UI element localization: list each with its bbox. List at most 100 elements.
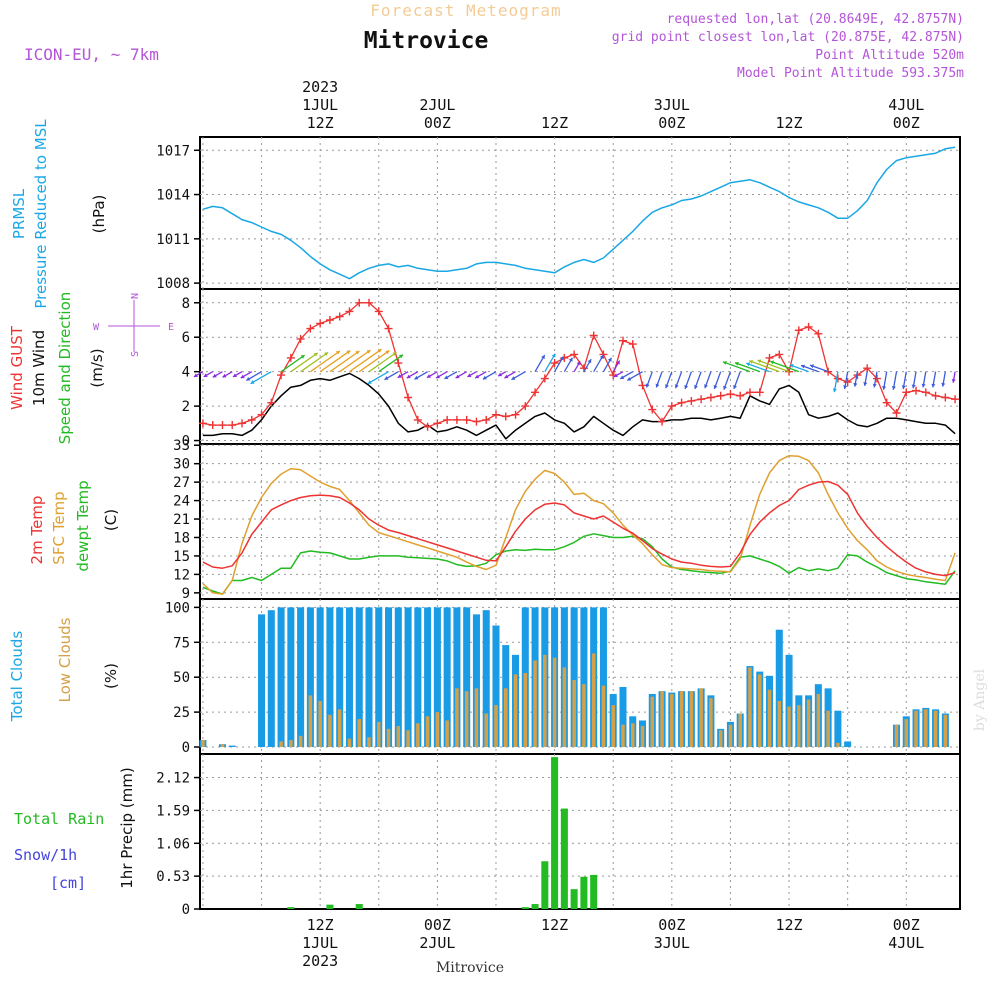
- gust-marker: [648, 405, 657, 414]
- gust-marker: [218, 421, 227, 430]
- wind-arrowhead: [384, 376, 389, 380]
- low-cloud-bar: [220, 744, 225, 748]
- low-cloud-bar: [455, 688, 459, 748]
- wind-arrowhead: [426, 374, 431, 378]
- y-tick-label: 9: [182, 586, 190, 602]
- total-cloud-bar: [433, 607, 441, 748]
- total-cloud-bar: [472, 614, 480, 748]
- low-cloud-bar: [328, 714, 332, 748]
- wind-arrow: [280, 354, 306, 373]
- y-tick-label: 1011: [156, 232, 190, 248]
- gust-marker: [238, 419, 247, 428]
- watermark: by Angel: [972, 668, 988, 731]
- y-tick-label: 0.53: [156, 869, 190, 885]
- wind-arrowhead: [467, 373, 472, 377]
- wind-10m-line: [202, 372, 956, 440]
- cloud-panel: [199, 607, 949, 748]
- total-cloud-bar: [570, 607, 578, 748]
- low-cloud-bar: [787, 706, 791, 748]
- low-cloud-bar: [464, 691, 469, 748]
- wind-10m-label: 10m Wind: [30, 330, 48, 406]
- wind-arrowhead: [599, 355, 604, 360]
- low-cloud-bar: [337, 709, 342, 748]
- y-tick-label: 27: [173, 475, 190, 491]
- temp-unit: (C): [102, 509, 120, 531]
- wind-arrowhead: [723, 385, 727, 390]
- wind-arrowhead: [694, 385, 698, 389]
- wind-arrowhead: [587, 359, 592, 364]
- wind-arrowhead: [482, 375, 487, 380]
- gust-marker: [511, 410, 520, 419]
- wind-arrowhead: [568, 357, 573, 362]
- low-cloud-bar: [621, 724, 625, 748]
- snow-label: Snow/1h: [14, 846, 77, 864]
- y-tick-label: 0: [182, 434, 190, 450]
- wind-arrowhead: [901, 385, 906, 389]
- total-cloud-bar: [385, 607, 393, 748]
- y-tick-label: 6: [182, 330, 190, 346]
- sfc-temp-line: [202, 454, 956, 595]
- gust-marker: [745, 388, 754, 397]
- wind-arrow: [329, 350, 360, 373]
- wind-arrow: [757, 359, 790, 373]
- wind-arrow: [368, 351, 397, 373]
- low-cloud-bar: [709, 698, 713, 748]
- total-cloud-bar: [775, 629, 783, 748]
- y-tick-label: 100: [165, 600, 190, 616]
- top-time-label: 4JUL: [888, 96, 924, 114]
- gust-marker: [589, 331, 598, 340]
- low-cloud-bar: [611, 705, 615, 748]
- gust-marker: [355, 298, 364, 307]
- wind-arrow: [770, 360, 800, 373]
- location-title: Mitrovice: [364, 28, 489, 54]
- y-tick-label: 2: [182, 399, 190, 415]
- bottom-time-label: 00Z: [424, 916, 451, 934]
- low-cloud-bar: [416, 723, 420, 748]
- panel-frame: [199, 136, 961, 290]
- bottom-time-label: 4JUL: [888, 934, 924, 952]
- low-cloud-bar: [201, 740, 205, 748]
- snow-unit: [cm]: [50, 874, 86, 892]
- gust-marker: [257, 410, 266, 419]
- gust-marker: [501, 412, 510, 421]
- y-tick-label: 25: [173, 705, 190, 721]
- y-tick-label: 1.59: [156, 803, 190, 819]
- top-time-label: 2023: [302, 78, 338, 96]
- wind-arrowhead: [746, 362, 751, 367]
- wind-arrow: [367, 371, 389, 385]
- total-clouds-label: Total Clouds: [8, 631, 26, 723]
- gust-marker: [335, 312, 344, 321]
- dewpt-label: dewpt Temp: [74, 480, 92, 571]
- wind-arrowhead: [193, 373, 198, 377]
- low-cloud-bar: [894, 724, 899, 748]
- gust-marker: [374, 307, 383, 316]
- total-cloud-bar: [580, 607, 588, 748]
- gust-marker: [540, 374, 549, 383]
- wind-arrowhead: [355, 351, 360, 355]
- wind-arrowhead: [455, 374, 460, 379]
- wind-arrowhead: [921, 383, 926, 388]
- wind-arrowhead: [240, 374, 245, 379]
- rain-bar: [560, 808, 568, 909]
- low-cloud-bar: [377, 721, 381, 748]
- y-tick-label: 1017: [156, 143, 190, 159]
- top-time-label: 00Z: [424, 114, 451, 132]
- wind-arrowhead: [620, 375, 625, 379]
- subtitle: Forecast Meteogram: [370, 1, 561, 20]
- gust-marker: [716, 391, 725, 400]
- gust-marker: [794, 326, 803, 335]
- low-cloud-bar: [748, 667, 752, 748]
- gust-marker: [833, 374, 842, 383]
- low-cloud-bar: [699, 688, 703, 748]
- total-cloud-bar: [306, 607, 314, 748]
- model-label: ICON-EU, ~ 7km: [24, 45, 159, 64]
- total-cloud-bar: [834, 710, 842, 748]
- pressure-label-prmsl: PRMSL: [10, 188, 28, 239]
- total-cloud-bar: [355, 607, 363, 748]
- temperature-panel: [202, 454, 956, 595]
- wind-arrowhead: [749, 359, 754, 364]
- bottom-time-label: 2JUL: [419, 934, 455, 952]
- y-tick-label: 0: [182, 740, 190, 756]
- wind-gust-line: [202, 302, 956, 428]
